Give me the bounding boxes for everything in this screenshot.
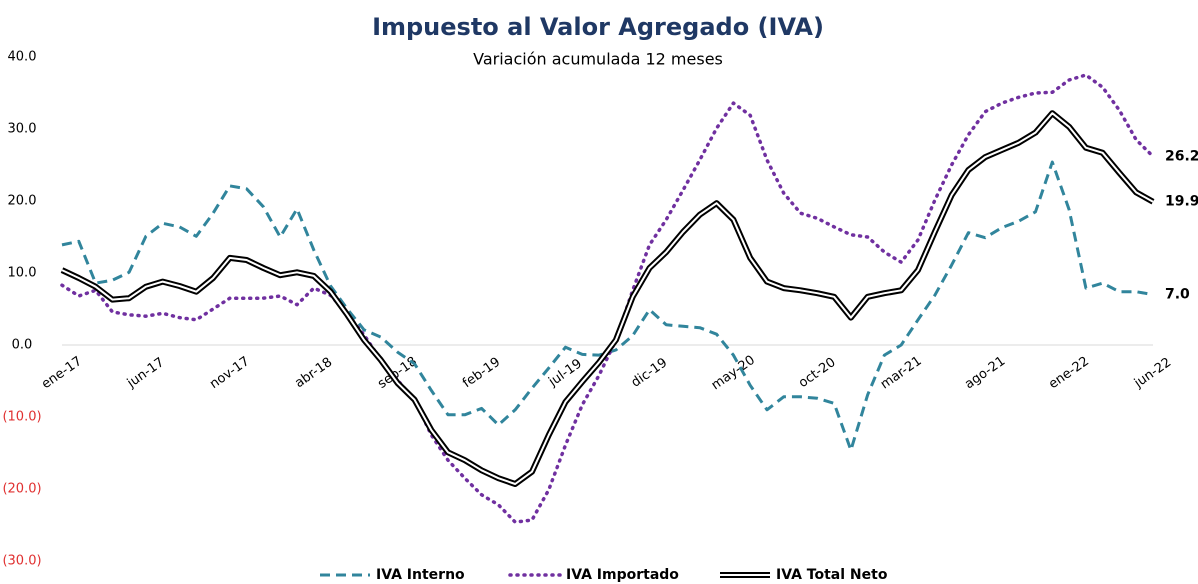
x-tick-label: dic-19 <box>629 355 671 390</box>
y-tick-label: 40.0 <box>8 50 37 65</box>
legend-label: IVA Importado <box>566 567 679 583</box>
end-label: 7.0 <box>1165 287 1190 303</box>
y-tick-label: 0.0 <box>12 338 33 353</box>
x-tick-label: nov-17 <box>207 354 252 392</box>
x-tick-label: jun-22 <box>1131 355 1174 392</box>
chart-title: Impuesto al Valor Agregado (IVA) <box>372 13 824 41</box>
series-line <box>60 73 1155 524</box>
x-tick-label: feb-19 <box>460 355 503 391</box>
legend-label: IVA Interno <box>376 567 465 583</box>
y-tick-label: (10.0) <box>2 410 41 425</box>
chart-subtitle: Variación acumulada 12 meses <box>473 50 723 69</box>
y-tick-label: (30.0) <box>2 554 41 569</box>
series-line <box>61 112 1154 485</box>
x-tick-label: jun-17 <box>124 355 167 392</box>
x-tick-label: mar-21 <box>878 354 925 393</box>
x-tick-label: ene-22 <box>1046 354 1092 392</box>
series-line <box>61 160 1154 452</box>
x-tick-label: ago-21 <box>962 354 1008 392</box>
x-tick-label: oct-20 <box>796 355 839 391</box>
y-tick-label: (20.0) <box>2 482 41 497</box>
end-label: 26.2 <box>1165 148 1198 164</box>
y-tick-label: 10.0 <box>8 266 37 281</box>
x-tick-label: abr-18 <box>292 355 335 391</box>
series-line <box>60 110 1155 487</box>
end-label: 19.9 <box>1165 194 1198 210</box>
legend-label: IVA Total Neto <box>776 567 888 583</box>
y-tick-label: 20.0 <box>8 194 37 209</box>
x-tick-label: ene-17 <box>39 354 85 392</box>
y-tick-label: 30.0 <box>8 122 37 137</box>
